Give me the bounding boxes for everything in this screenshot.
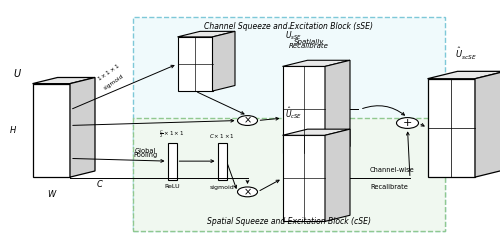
Text: Channel-wise: Channel-wise: [370, 167, 415, 173]
Text: Global: Global: [134, 148, 156, 154]
Polygon shape: [282, 60, 350, 66]
Polygon shape: [325, 129, 350, 221]
Text: $C\times1\times1$: $C\times1\times1$: [209, 132, 235, 140]
Text: $\hat{U}_{scSE}$: $\hat{U}_{scSE}$: [456, 46, 477, 62]
Text: Pooling: Pooling: [133, 152, 157, 158]
Polygon shape: [325, 60, 350, 153]
Text: ×: ×: [244, 116, 252, 125]
Text: U: U: [14, 69, 21, 79]
Text: Recalibrate: Recalibrate: [289, 43, 329, 48]
Polygon shape: [32, 77, 95, 84]
Text: Spatially: Spatially: [294, 39, 324, 45]
Text: Channel Squeeze and Excitation Block (sSE): Channel Squeeze and Excitation Block (sS…: [204, 22, 373, 31]
Text: C: C: [97, 180, 103, 189]
Circle shape: [238, 187, 258, 197]
Polygon shape: [282, 66, 325, 153]
Polygon shape: [32, 84, 70, 177]
Polygon shape: [428, 71, 500, 79]
Circle shape: [238, 116, 258, 125]
Text: sigmoid: sigmoid: [103, 73, 124, 91]
Polygon shape: [428, 79, 475, 177]
Text: W: W: [47, 190, 56, 199]
Text: $1\times1\times1$: $1\times1\times1$: [96, 61, 122, 83]
FancyBboxPatch shape: [132, 17, 445, 231]
Text: Spatial Squeeze and Excitation Block (cSE): Spatial Squeeze and Excitation Block (cS…: [207, 217, 371, 226]
Text: +: +: [403, 118, 412, 128]
FancyBboxPatch shape: [132, 118, 445, 231]
Circle shape: [396, 118, 418, 128]
Text: Recalibrate: Recalibrate: [370, 184, 408, 190]
Text: ×: ×: [244, 187, 252, 197]
Bar: [218, 143, 226, 180]
Polygon shape: [282, 135, 325, 221]
Text: $\frac{C}{2}\times1\times1$: $\frac{C}{2}\times1\times1$: [160, 128, 184, 140]
Text: H: H: [10, 126, 16, 135]
Polygon shape: [475, 71, 500, 177]
Polygon shape: [70, 77, 95, 177]
Text: sigmoid: sigmoid: [210, 184, 234, 189]
Polygon shape: [282, 129, 350, 135]
Text: $\hat{U}_{cSE}$: $\hat{U}_{cSE}$: [285, 105, 302, 121]
Polygon shape: [178, 31, 235, 37]
Bar: [168, 143, 176, 180]
Text: $\hat{U}_{sSE}$: $\hat{U}_{sSE}$: [285, 27, 302, 42]
Polygon shape: [212, 31, 235, 91]
Text: ReLU: ReLU: [164, 184, 180, 189]
Polygon shape: [178, 37, 212, 91]
